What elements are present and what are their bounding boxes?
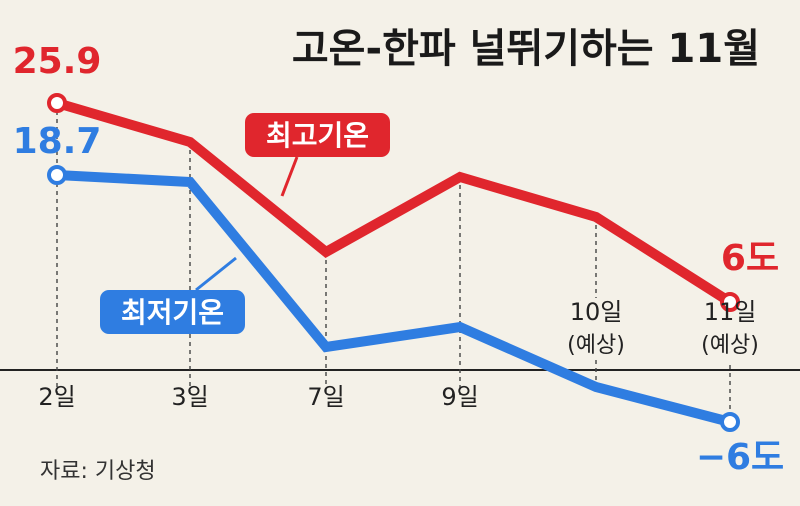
legend-label-1: 최저기온 xyxy=(121,296,224,329)
data-label-3: −6도 xyxy=(696,437,784,478)
point-marker-0-0 xyxy=(47,93,67,113)
x-tick-label-5: 11일 xyxy=(704,298,757,326)
x-tick-label-0: 2일 xyxy=(38,383,75,411)
series-line-0 xyxy=(55,98,733,307)
point-marker-0-5 xyxy=(720,292,740,312)
x-tick-label-3: 9일 xyxy=(441,383,478,411)
chart-title: 고온-한파 널뛰기하는 11월 xyxy=(292,26,760,72)
data-label-0: 25.9 xyxy=(13,41,102,82)
point-marker-1-0 xyxy=(47,165,67,185)
data-label-1: 18.7 xyxy=(13,121,102,162)
legend-badge-0 xyxy=(245,113,390,157)
series-line-1 xyxy=(56,170,732,427)
x-tick-label-1: 3일 xyxy=(171,383,208,411)
legend-leader-1 xyxy=(195,256,237,292)
source-note: 자료: 기상청 xyxy=(40,459,156,484)
x-tick-note-4: (예상) xyxy=(567,333,625,358)
x-tick-label-4: 10일 xyxy=(570,298,623,326)
x-tick-note-5: (예상) xyxy=(701,333,759,358)
point-marker-1-5 xyxy=(720,412,740,432)
legend-label-0: 최고기온 xyxy=(266,119,369,152)
legend-badge-1 xyxy=(100,290,245,334)
x-tick-label-2: 7일 xyxy=(307,383,344,411)
data-label-2: 6도 xyxy=(721,238,779,279)
legend-leader-0 xyxy=(280,156,299,197)
